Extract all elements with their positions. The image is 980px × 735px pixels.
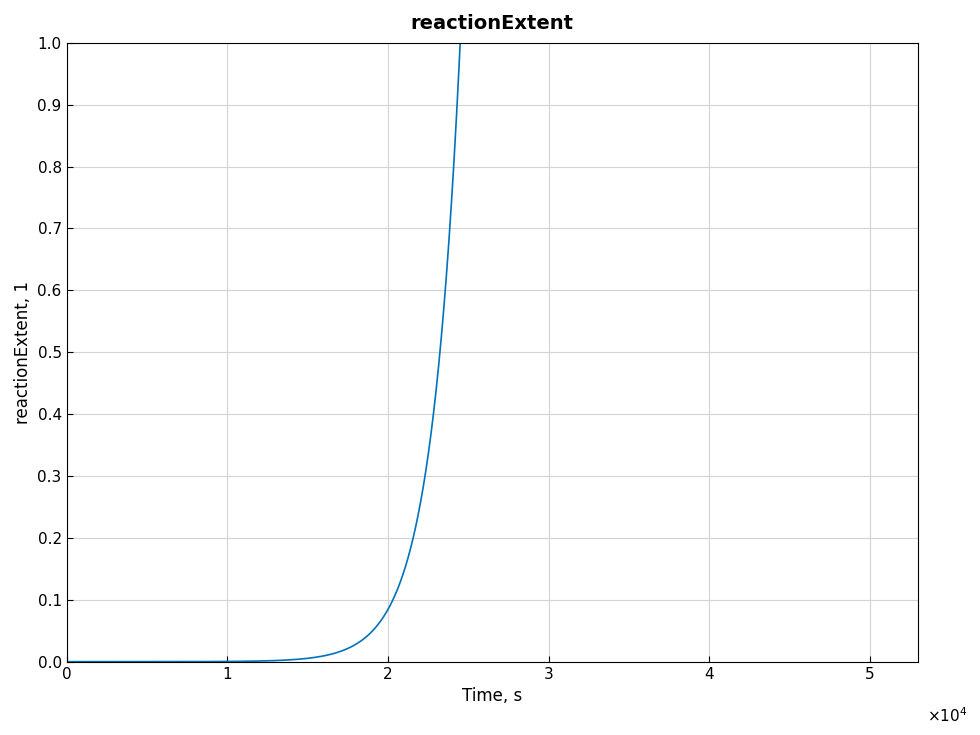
Title: reactionExtent: reactionExtent [411,14,574,33]
Text: $\times10^4$: $\times10^4$ [926,706,967,725]
X-axis label: Time, s: Time, s [463,687,522,705]
Y-axis label: reactionExtent, 1: reactionExtent, 1 [14,281,32,423]
